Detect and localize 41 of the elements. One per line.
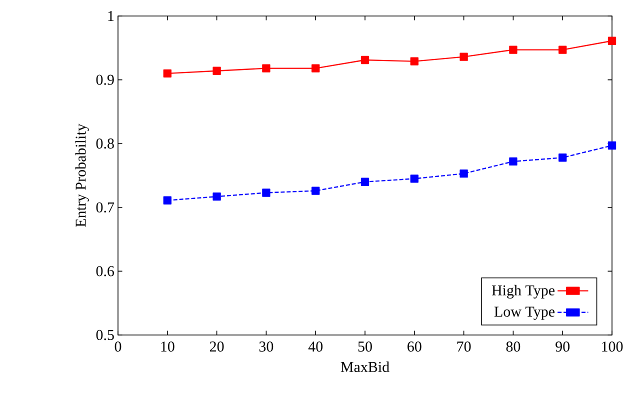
y-tick-label: 0.8 — [96, 138, 114, 149]
point — [163, 196, 172, 204]
x-tick-label: 20 — [210, 342, 224, 352]
x-tick-label: 100 — [602, 342, 623, 352]
point — [262, 188, 270, 197]
point — [410, 174, 418, 183]
y-tick-label: 1 — [108, 11, 114, 21]
point — [509, 157, 518, 166]
x-tick-label: 60 — [408, 342, 422, 352]
point — [212, 192, 221, 201]
legend-label: High Type — [492, 284, 555, 299]
point — [460, 52, 468, 61]
point — [608, 141, 616, 150]
point — [212, 66, 221, 75]
point — [410, 57, 418, 66]
point — [558, 46, 567, 54]
point — [509, 46, 518, 54]
y-tick-label: 0.6 — [96, 266, 114, 276]
point — [558, 154, 567, 162]
point — [163, 69, 172, 78]
x-tick-label: 50 — [358, 342, 372, 352]
x-tick-label: 30 — [259, 342, 274, 352]
x-tick-label: 0 — [114, 342, 122, 352]
y-tick-label: 0.5 — [96, 330, 114, 340]
x-tick-label: 10 — [161, 342, 174, 352]
point — [460, 170, 468, 178]
x-tick-label: 80 — [506, 342, 520, 352]
point — [360, 56, 370, 64]
x-tick-label: 90 — [556, 342, 570, 352]
x-tick-label: 40 — [308, 342, 323, 352]
point — [312, 64, 320, 72]
y-tick-label: 0.9 — [96, 74, 114, 85]
y-axis-title: Entry Probability — [75, 124, 89, 227]
y-tick-label: 0.7 — [96, 202, 114, 212]
x-axis-title: MaxBid — [340, 361, 390, 372]
point — [608, 36, 616, 45]
point — [360, 178, 370, 186]
point — [312, 186, 320, 195]
x-tick-label: 70 — [457, 342, 471, 352]
point — [262, 64, 270, 72]
legend-label: Low Type — [494, 306, 555, 320]
